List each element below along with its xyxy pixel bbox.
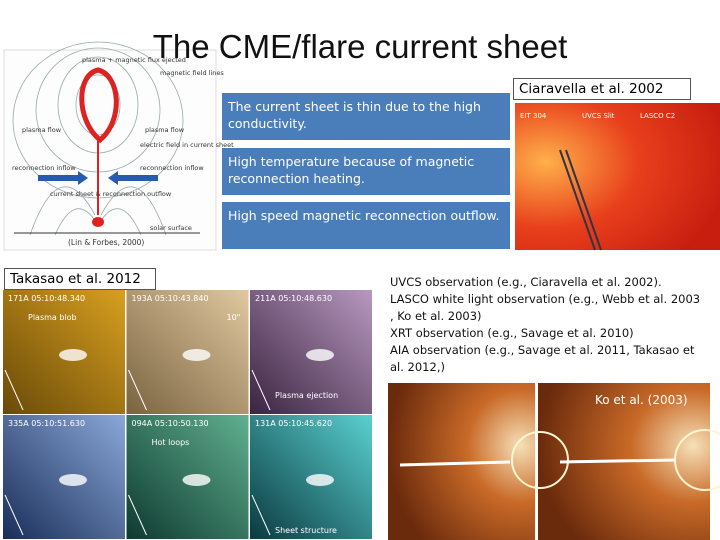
image-label: LASCO C2 (640, 112, 675, 120)
panel-annotation: Plasma ejection (275, 391, 338, 400)
bright-region (182, 349, 211, 361)
observation-line: UVCS observation (e.g., Ciaravella et al… (390, 275, 662, 289)
note-box: The current sheet is thin due to the hig… (222, 93, 510, 140)
bright-region (59, 349, 87, 361)
observation-line: LASCO white light observation (e.g., Web… (390, 292, 701, 306)
observation-list: UVCS observation (e.g., Ciaravella et al… (390, 274, 700, 376)
observation-line: XRT observation (e.g., Savage et al. 201… (390, 326, 634, 340)
panel-annotation: 10" (227, 313, 241, 322)
diagram-label: plasma flow (22, 126, 62, 134)
panel-annotation: Plasma blob (28, 313, 77, 322)
panel-label: 171A 05:10:48.340 (8, 294, 85, 303)
note-box: High temperature because of magnetic rec… (222, 148, 510, 195)
diagram-label: reconnection inflow (140, 164, 204, 172)
flare-loop (92, 217, 104, 227)
observation-line: al. 2012,) (390, 360, 445, 374)
panel-label: 335A 05:10:51.630 (8, 419, 85, 428)
ciaravella-image (515, 103, 720, 250)
diagram-label: magnetic field lines (160, 69, 224, 77)
panel-annotation: Hot loops (152, 438, 190, 447)
limb-line (128, 494, 147, 536)
flux-rope (79, 67, 119, 144)
bright-region (59, 474, 87, 486)
panel-label: 131A 05:10:45.620 (255, 419, 332, 428)
uvcs-slit (559, 149, 602, 251)
diagram-label: solar surface (150, 224, 192, 232)
diagram-label: reconnection inflow (12, 164, 76, 172)
note-box: High speed magnetic reconnection outflow… (222, 202, 510, 249)
diagram-labels: plasma + magnetic flux ejected magnetic … (12, 56, 234, 247)
streamer (399, 458, 676, 467)
diagram-label: plasma flow (145, 126, 185, 134)
diagram-credit: (Lin & Forbes, 2000) (68, 238, 144, 247)
diagram-label: plasma + magnetic flux ejected (82, 56, 186, 64)
inflow-arrows (38, 171, 158, 185)
occulter (511, 431, 569, 489)
bright-region (306, 349, 334, 361)
limb-line (251, 369, 271, 411)
takasao-panels: 171A 05:10:48.340 Plasma blob 193A 05:10:4… (3, 290, 372, 539)
slide-title: The CME/flare current sheet (152, 28, 568, 65)
panel-label: 193A 05:10:43.840 (132, 294, 209, 303)
panel-annotation: Sheet structure (275, 526, 337, 535)
observation-line: AIA observation (e.g., Savage et al. 201… (390, 343, 695, 357)
observation-line: , Ko et al. 2003) (390, 309, 482, 323)
ko-image (388, 383, 535, 540)
limb-line (4, 369, 24, 411)
figure-label: Takasao et al. 2012 (4, 268, 156, 290)
limb-line (4, 494, 24, 536)
image-label: UVCS Slit (582, 112, 615, 120)
panel-label: 211A 05:10:48.630 (255, 294, 332, 303)
figure-label: Ciaravella et al. 2002 (513, 78, 691, 100)
image-label: EIT 304 (520, 112, 547, 120)
bright-region (306, 474, 334, 486)
panel-label: 094A 05:10:50.130 (132, 419, 209, 428)
diagram-label: current sheet & reconnection outflow (50, 190, 172, 198)
limb-line (251, 494, 271, 536)
diagram-label: electric field in current sheet (140, 141, 234, 149)
limb-line (128, 369, 147, 411)
bright-region (182, 474, 211, 486)
ko-label: Ko et al. (2003) (595, 393, 688, 407)
